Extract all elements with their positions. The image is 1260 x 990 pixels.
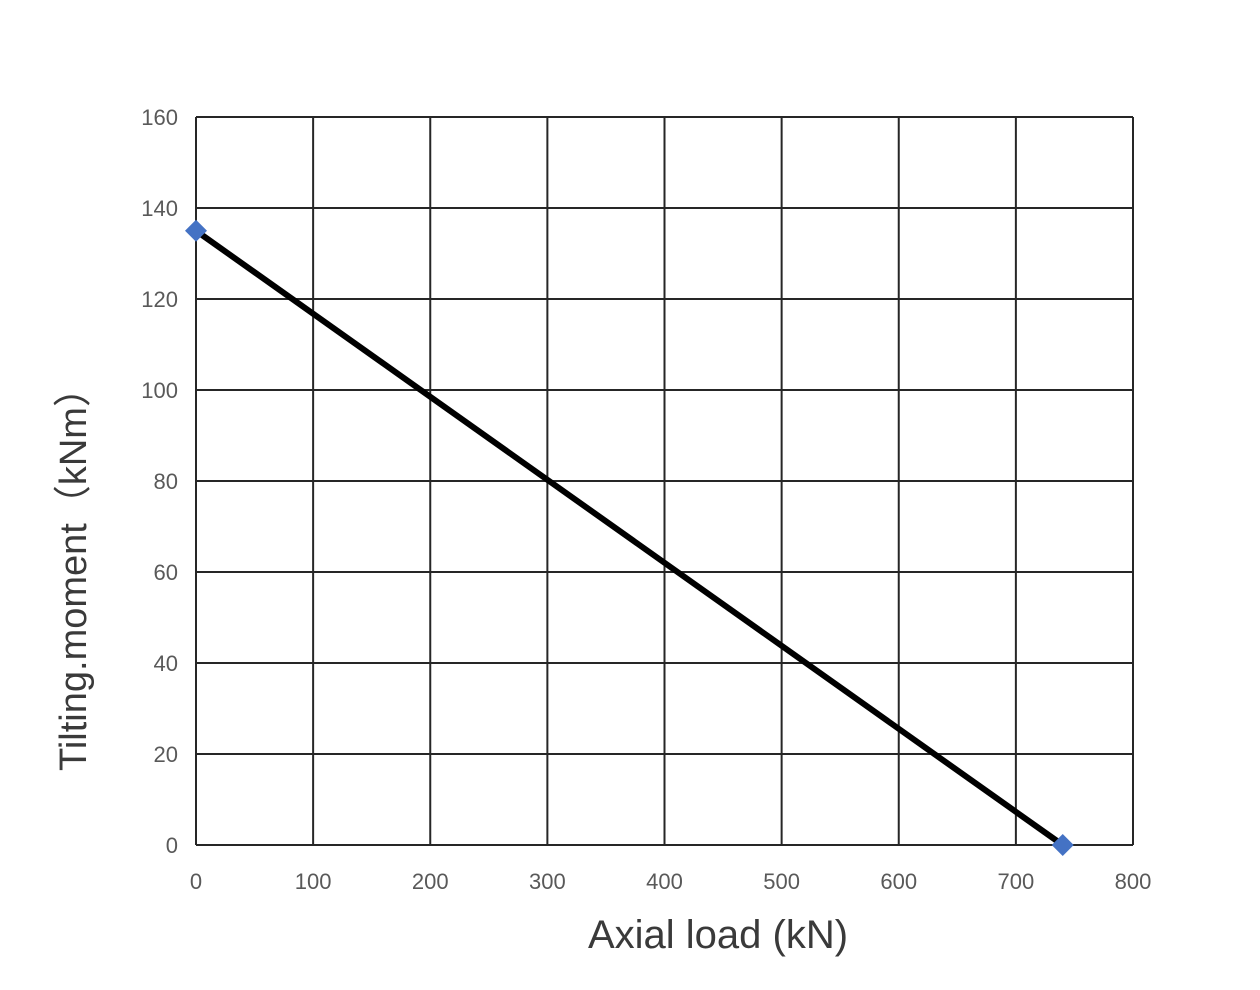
y-axis-title: Tilting.moment（kNm） [53, 369, 95, 771]
data-point-marker [1051, 834, 1074, 856]
x-tick-label: 100 [295, 869, 332, 894]
x-tick-label: 300 [529, 869, 566, 894]
series-group [185, 219, 1074, 856]
x-tick-label: 500 [763, 869, 800, 894]
data-point-marker [185, 219, 207, 242]
y-tick-label: 40 [154, 651, 178, 676]
x-tick-label: 200 [412, 869, 449, 894]
y-tick-label: 120 [141, 287, 178, 312]
x-tick-label: 800 [1115, 869, 1152, 894]
y-tick-label: 60 [154, 560, 178, 585]
grid [195, 116, 1134, 846]
y-tick-label: 100 [141, 378, 178, 403]
x-tick-label: 400 [646, 869, 683, 894]
y-tick-label: 80 [154, 469, 178, 494]
y-tick-label: 20 [154, 742, 178, 767]
y-tick-label: 160 [141, 105, 178, 130]
x-tick-label: 0 [190, 869, 202, 894]
x-tick-label: 700 [998, 869, 1035, 894]
x-tick-label: 600 [880, 869, 917, 894]
x-axis-title: Axial load (kN) [588, 913, 848, 957]
y-tick-label: 0 [166, 833, 178, 858]
y-tick-labels: 0 20 40 60 80 100 120 140 160 [141, 105, 178, 858]
series-line [194, 228, 1065, 848]
x-tick-labels: 0 100 200 300 400 500 600 700 800 [190, 869, 1151, 894]
y-tick-label: 140 [141, 196, 178, 221]
